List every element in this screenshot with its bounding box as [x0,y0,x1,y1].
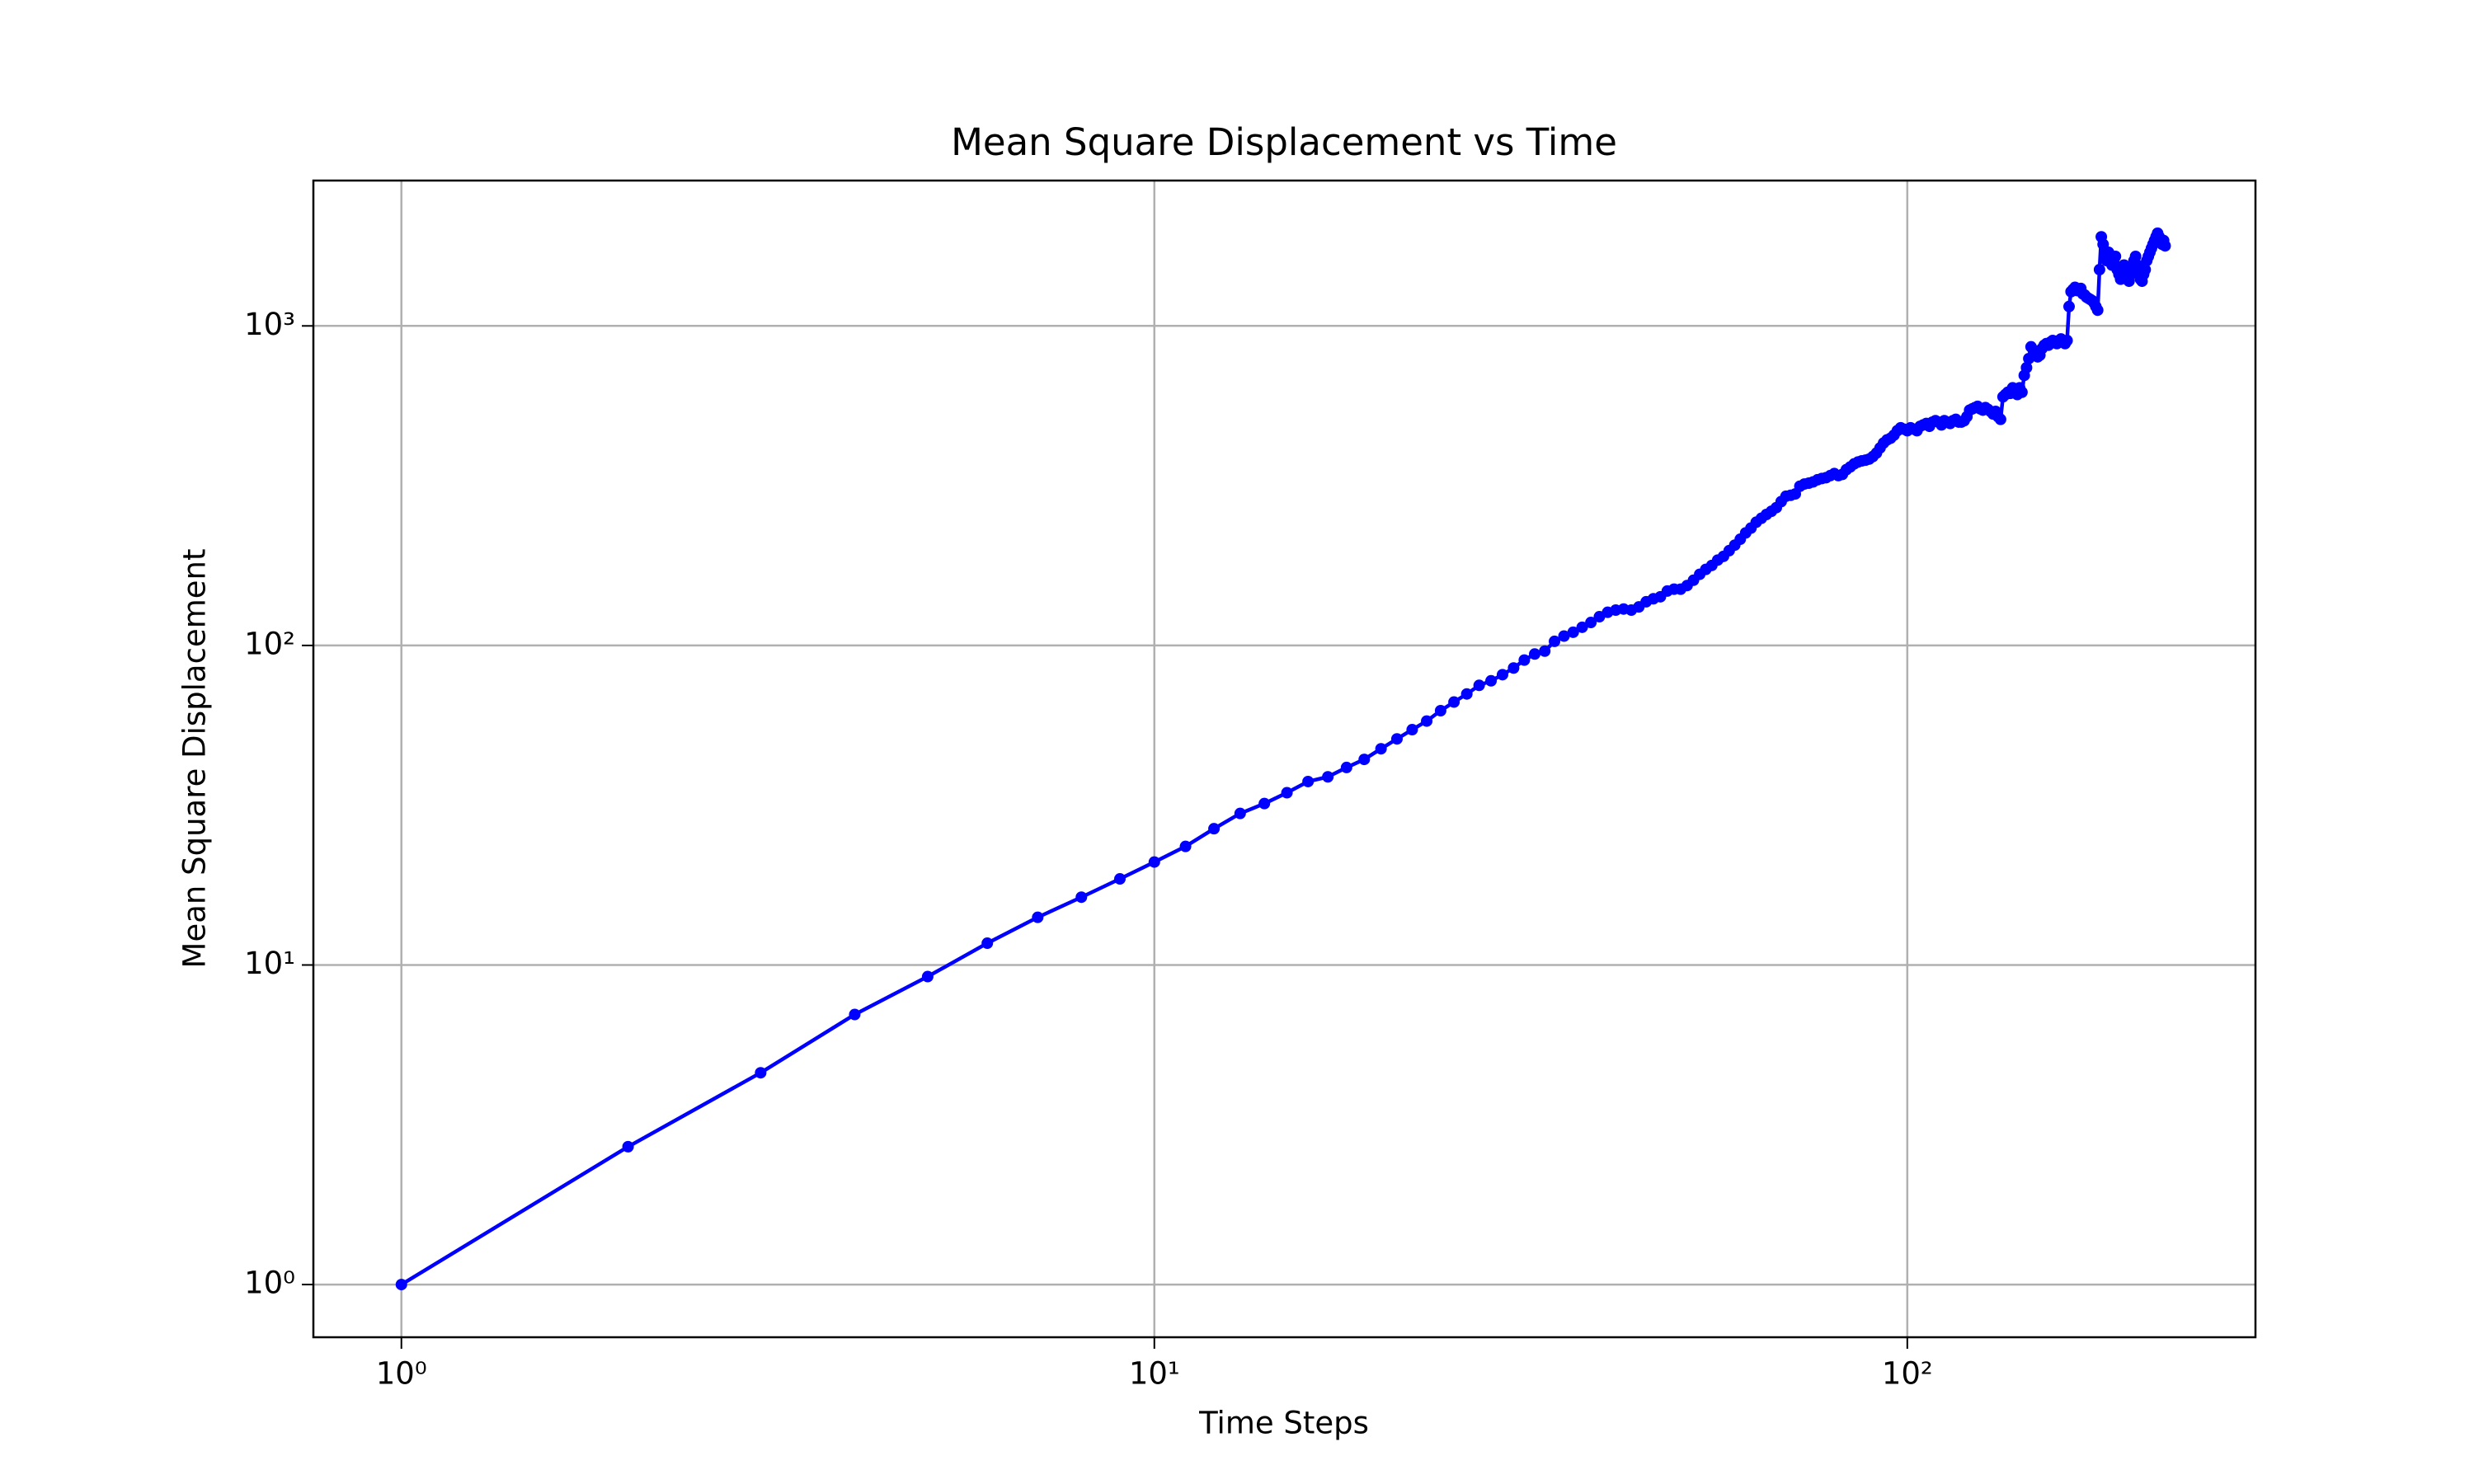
y-tick-label: 10¹ [244,946,295,981]
data-point [2093,264,2105,276]
data-point [622,1140,634,1153]
data-point [1485,674,1498,687]
data-point [1473,679,1485,692]
y-axis-label: Mean Square Displacement [177,549,213,969]
data-point [1179,840,1192,852]
data-point [395,1279,407,1291]
data-point [921,970,934,983]
x-tick-label: 10² [1882,1356,1933,1392]
data-point [1390,733,1403,745]
chart-title: Mean Square Displacement vs Time [951,120,1617,164]
data-point [1032,911,1044,923]
data-point [1234,807,1246,819]
data-point [1075,891,1088,904]
plot-area [395,227,2171,1291]
y-tick-label: 10⁰ [244,1266,295,1301]
data-point [1549,635,1561,647]
data-point [1358,754,1371,766]
x-tick-label: 10¹ [1129,1356,1180,1392]
data-point [1208,823,1221,835]
data-point [2091,304,2104,317]
data-point [1302,775,1315,787]
data-point [755,1067,767,1079]
data-point [849,1008,861,1021]
data-point [981,937,994,950]
data-point [1148,856,1160,868]
data-point [2139,264,2152,276]
data-point [1567,626,1579,638]
data-point [1507,662,1520,674]
data-point [2015,386,2028,398]
data-point [1406,724,1418,736]
data-point [1258,797,1271,810]
data-point [2129,250,2142,262]
data-point [1585,617,1597,629]
plot-frame [312,179,2257,1339]
y-tick-label: 10³ [244,307,295,342]
data-point [1994,413,2006,425]
data-point [2061,335,2073,347]
x-tick-label: 10⁰ [376,1356,427,1392]
y-tick-label: 10² [244,626,295,661]
data-point [1460,688,1473,700]
data-point [1113,873,1126,885]
data-point [1448,696,1460,708]
data-point [1528,648,1540,660]
data-point [2062,300,2075,312]
data-point [2159,240,2171,252]
data-point [1281,787,1293,799]
data-point [2109,250,2122,262]
data-point [1375,743,1387,755]
data-point [1539,645,1551,657]
data-point [2020,361,2033,373]
data-point [1496,669,1508,681]
data-point [1518,654,1531,666]
x-axis-label: Time Steps [1198,1406,1369,1441]
data-point [1576,621,1588,633]
data-point [1434,705,1446,717]
data-point [1340,761,1352,773]
data-point [1421,715,1433,727]
data-point [1322,771,1334,783]
data-point [1558,630,1570,642]
